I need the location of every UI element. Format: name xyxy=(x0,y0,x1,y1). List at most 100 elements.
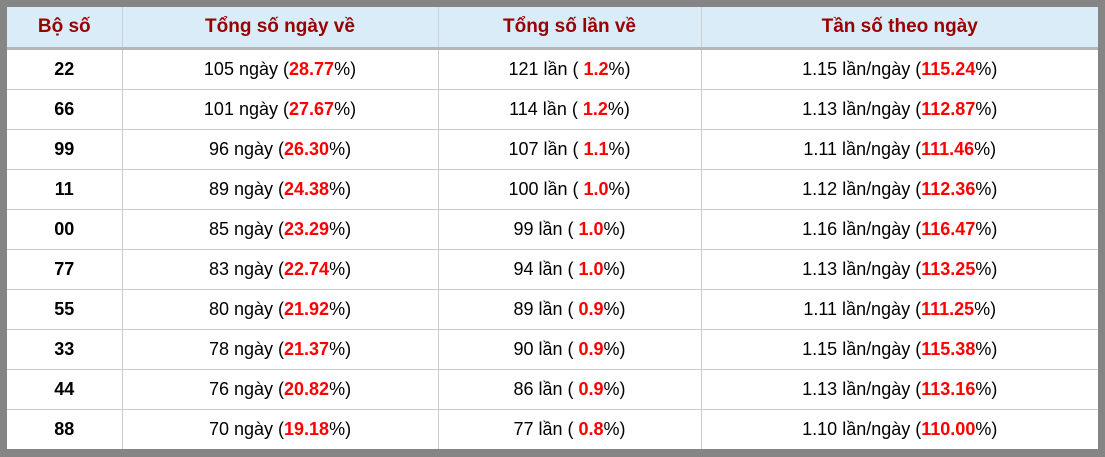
open-paren: ( xyxy=(567,379,579,399)
times-percent: 1.2 xyxy=(582,99,608,119)
total-times-cell: 107 lần ( 1.1%) xyxy=(437,129,701,170)
frequency-percent: 112.87 xyxy=(921,99,976,119)
frequency-percent: 112.36 xyxy=(921,179,976,199)
percent-close: %) xyxy=(329,219,352,239)
days-percent: 27.67 xyxy=(289,99,335,119)
frequency-value: 1.11 lần/ngày xyxy=(803,139,911,159)
total-days-cell: 76 ngày (20.82%) xyxy=(121,369,438,410)
open-paren: ( xyxy=(278,259,285,279)
days-value: 101 ngày xyxy=(203,99,278,119)
times-value: 89 lần xyxy=(513,299,563,319)
days-percent: 23.29 xyxy=(284,219,330,239)
total-days-cell: 89 ngày (24.38%) xyxy=(121,169,438,210)
frequency-cell: 1.12 lần/ngày (112.36%) xyxy=(700,169,1098,210)
open-paren: ( xyxy=(278,299,285,319)
open-paren: ( xyxy=(572,139,584,159)
open-paren: ( xyxy=(567,339,579,359)
times-value: 121 lần xyxy=(508,59,568,79)
table-row: 66 101 ngày (27.67%) 114 lần ( 1.2%) 1.1… xyxy=(7,89,1098,130)
total-days-cell: 83 ngày (22.74%) xyxy=(121,249,438,290)
table-row: 88 70 ngày (19.18%) 77 lần ( 0.8%) 1.10 … xyxy=(7,409,1098,449)
open-paren: ( xyxy=(915,419,922,439)
frequency-cell: 1.13 lần/ngày (113.16%) xyxy=(700,369,1098,410)
days-percent: 19.18 xyxy=(284,419,330,439)
open-paren: ( xyxy=(567,219,579,239)
total-times-cell: 99 lần ( 1.0%) xyxy=(437,209,701,250)
header-row: Bộ số Tổng số ngày về Tổng số lần về Tần… xyxy=(7,7,1098,50)
days-value: 83 ngày xyxy=(208,259,273,279)
open-paren: ( xyxy=(915,179,922,199)
percent-close: %) xyxy=(975,59,998,79)
frequency-percent: 110.00 xyxy=(921,419,976,439)
open-paren: ( xyxy=(278,219,285,239)
days-value: 76 ngày xyxy=(208,379,273,399)
pair-number: 55 xyxy=(54,299,75,319)
frequency-cell: 1.11 lần/ngày (111.25%) xyxy=(700,289,1098,330)
times-value: 94 lần xyxy=(513,259,563,279)
times-value: 99 lần xyxy=(513,219,563,239)
total-times-cell: 121 lần ( 1.2%) xyxy=(437,48,701,90)
days-value: 78 ngày xyxy=(208,339,273,359)
frequency-cell: 1.10 lần/ngày (110.00%) xyxy=(700,409,1098,449)
total-days-cell: 78 ngày (21.37%) xyxy=(121,329,438,370)
percent-close: %) xyxy=(329,139,352,159)
percent-close: %) xyxy=(607,99,630,119)
percent-close: %) xyxy=(334,99,357,119)
days-percent: 22.74 xyxy=(284,259,330,279)
open-paren: ( xyxy=(572,59,584,79)
table-row: 44 76 ngày (20.82%) 86 lần ( 0.9%) 1.13 … xyxy=(7,369,1098,410)
pair-number-cell: 99 xyxy=(7,129,122,170)
lottery-pair-statistics-table: Bộ số Tổng số ngày về Tổng số lần về Tần… xyxy=(7,7,1098,449)
frequency-value: 1.13 lần/ngày xyxy=(802,379,911,399)
times-percent: 1.0 xyxy=(583,179,609,199)
total-days-cell: 85 ngày (23.29%) xyxy=(121,209,438,250)
percent-close: %) xyxy=(329,339,352,359)
table-row: 99 96 ngày (26.30%) 107 lần ( 1.1%) 1.11… xyxy=(7,129,1098,170)
percent-close: %) xyxy=(603,219,626,239)
frequency-cell: 1.13 lần/ngày (112.87%) xyxy=(700,89,1098,130)
percent-close: %) xyxy=(329,259,352,279)
pair-number: 77 xyxy=(54,259,75,279)
frequency-percent: 115.38 xyxy=(921,339,976,359)
pair-number: 11 xyxy=(54,179,74,199)
pair-number: 88 xyxy=(54,419,75,439)
pair-number-cell: 66 xyxy=(7,89,122,130)
open-paren: ( xyxy=(915,299,922,319)
days-value: 105 ngày xyxy=(203,59,278,79)
days-percent: 24.38 xyxy=(284,179,330,199)
total-times-cell: 89 lần ( 0.9%) xyxy=(437,289,701,330)
total-days-cell: 105 ngày (28.77%) xyxy=(121,48,438,90)
percent-close: %) xyxy=(975,339,998,359)
percent-close: %) xyxy=(329,419,352,439)
times-percent: 1.0 xyxy=(578,259,604,279)
percent-close: %) xyxy=(603,299,626,319)
table-row: 33 78 ngày (21.37%) 90 lần ( 0.9%) 1.15 … xyxy=(7,329,1098,370)
percent-close: %) xyxy=(608,59,631,79)
days-percent: 20.82 xyxy=(284,379,330,399)
frequency-percent: 111.46 xyxy=(921,139,975,159)
pair-number: 33 xyxy=(54,339,75,359)
percent-close: %) xyxy=(603,379,626,399)
times-value: 100 lần xyxy=(508,179,568,199)
total-times-cell: 77 lần ( 0.8%) xyxy=(437,409,701,449)
frequency-value: 1.13 lần/ngày xyxy=(802,99,911,119)
header-total-days: Tổng số ngày về xyxy=(121,7,438,50)
percent-close: %) xyxy=(329,379,352,399)
frequency-percent: 116.47 xyxy=(921,219,976,239)
pair-number: 22 xyxy=(54,59,75,79)
percent-close: %) xyxy=(974,299,997,319)
frequency-percent: 113.16 xyxy=(921,379,976,399)
open-paren: ( xyxy=(278,339,285,359)
open-paren: ( xyxy=(915,379,922,399)
table-row: 22 105 ngày (28.77%) 121 lần ( 1.2%) 1.1… xyxy=(7,48,1098,90)
times-value: 77 lần xyxy=(513,419,563,439)
frequency-cell: 1.15 lần/ngày (115.24%) xyxy=(700,48,1098,90)
frequency-cell: 1.16 lần/ngày (116.47%) xyxy=(700,209,1098,250)
percent-close: %) xyxy=(975,419,998,439)
header-pair-number: Bộ số xyxy=(7,7,122,50)
times-percent: 1.0 xyxy=(578,219,604,239)
days-percent: 21.92 xyxy=(284,299,330,319)
open-paren: ( xyxy=(915,99,922,119)
pair-number: 00 xyxy=(54,219,75,239)
